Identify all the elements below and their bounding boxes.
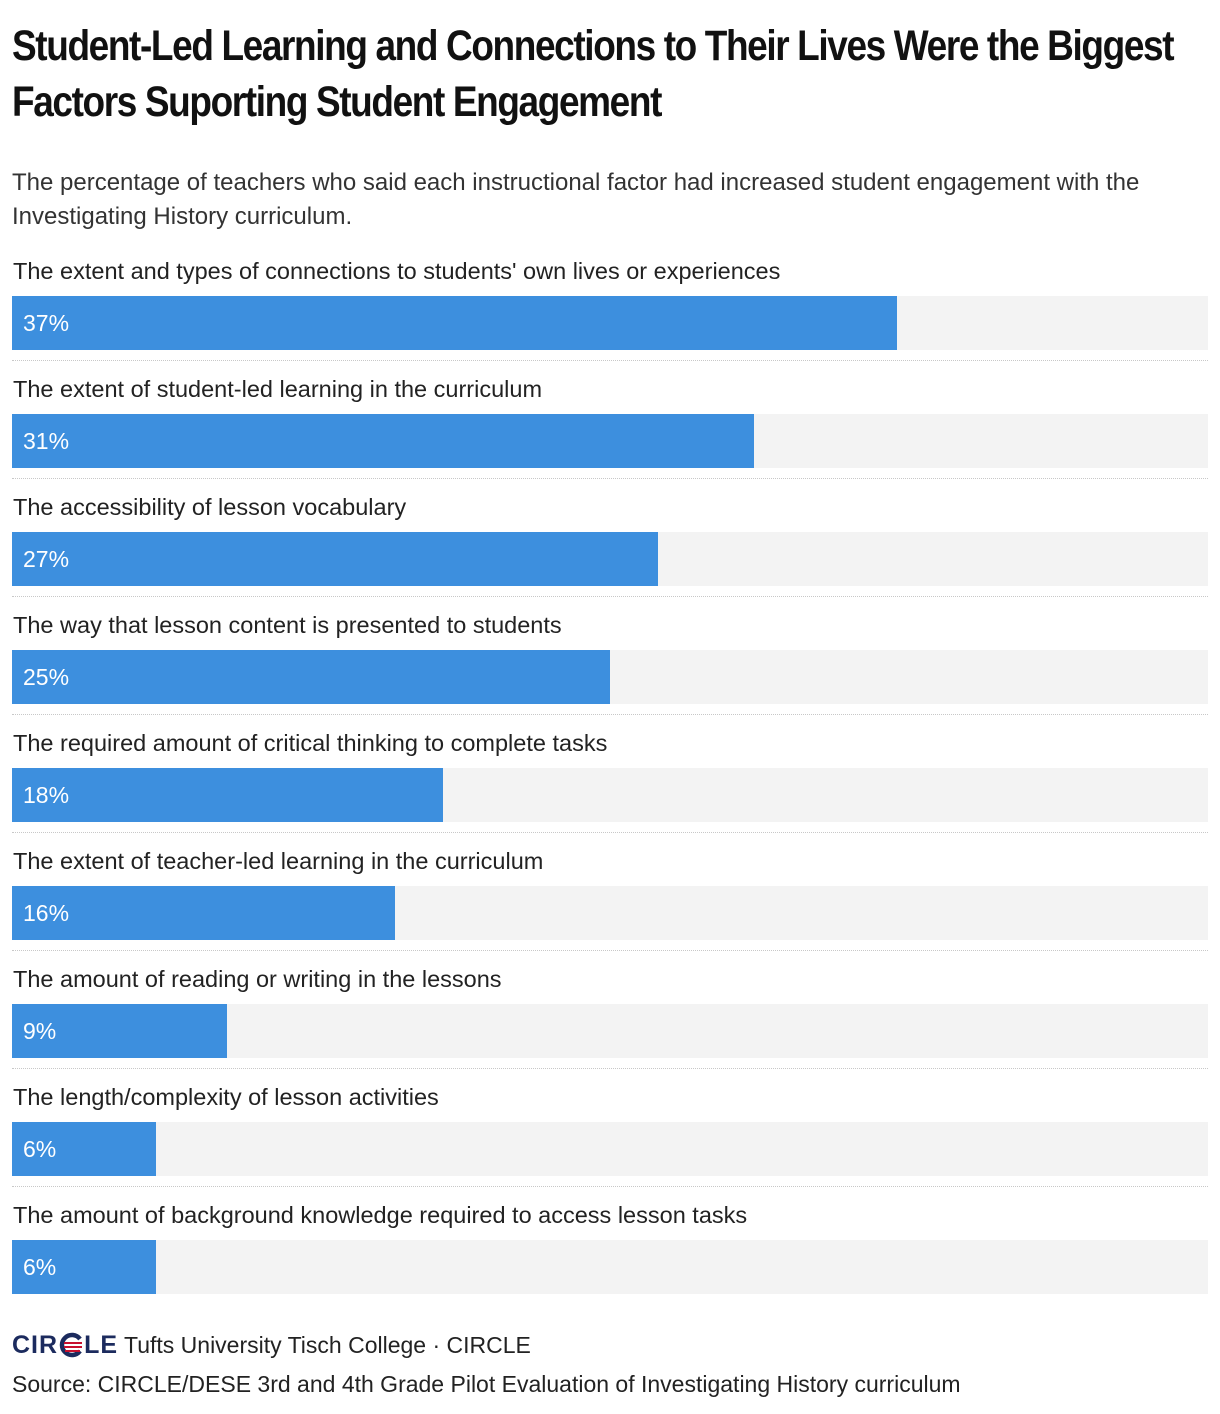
- organization-name: Tufts University Tisch College · CIRCLE: [124, 1331, 531, 1358]
- chart-row: The amount of reading or writing in the …: [0, 958, 1220, 1076]
- row-divider: [12, 596, 1208, 597]
- category-label: The required amount of critical thinking…: [13, 730, 608, 756]
- category-label: The extent of student-led learning in th…: [13, 376, 543, 402]
- category-label: The amount of reading or writing in the …: [13, 966, 502, 992]
- chart-row: The amount of background knowledge requi…: [0, 1194, 1220, 1312]
- row-divider: [12, 360, 1208, 361]
- row-divider: [12, 1186, 1208, 1187]
- bar-track: 6%: [12, 1122, 1208, 1176]
- bar: 25%: [12, 650, 610, 704]
- bar-value-label: 16%: [23, 900, 70, 926]
- chart-row: The extent of teacher-led learning in th…: [0, 840, 1220, 958]
- bar: 18%: [12, 768, 443, 822]
- bar: 27%: [12, 532, 658, 586]
- bar-track: 9%: [12, 1004, 1208, 1058]
- bar-value-label: 9%: [23, 1018, 57, 1044]
- bar-value-label: 31%: [23, 428, 70, 454]
- chart-row: The length/complexity of lesson activiti…: [0, 1076, 1220, 1194]
- chart-row: The extent of student-led learning in th…: [0, 368, 1220, 486]
- bar-value-label: 37%: [23, 310, 70, 336]
- chart-row: The extent and types of connections to s…: [0, 250, 1220, 368]
- bar: 37%: [12, 296, 897, 350]
- logo-flag-c-icon: [59, 1332, 83, 1358]
- row-divider: [12, 832, 1208, 833]
- bar-value-label: 18%: [23, 782, 70, 808]
- category-label: The extent of teacher-led learning in th…: [13, 848, 544, 874]
- logo-text-left: CIR: [12, 1330, 59, 1359]
- category-label: The accessibility of lesson vocabulary: [13, 494, 407, 520]
- bar-value-label: 27%: [23, 546, 70, 572]
- bar: 6%: [12, 1122, 156, 1176]
- logo-text-right: LE: [84, 1330, 119, 1359]
- bar-track: 27%: [12, 532, 1208, 586]
- bar-track: 37%: [12, 296, 1208, 350]
- circle-logo: CIR LE: [12, 1330, 118, 1360]
- category-label: The amount of background knowledge requi…: [13, 1202, 748, 1228]
- row-divider: [12, 950, 1208, 951]
- category-label: The length/complexity of lesson activiti…: [13, 1084, 439, 1110]
- bar-track: 31%: [12, 414, 1208, 468]
- bar-track: 6%: [12, 1240, 1208, 1294]
- bar-track: 25%: [12, 650, 1208, 704]
- bar: 6%: [12, 1240, 156, 1294]
- chart-row: The way that lesson content is presented…: [0, 604, 1220, 722]
- source-note: Source: CIRCLE/DESE 3rd and 4th Grade Pi…: [12, 1371, 961, 1397]
- row-divider: [12, 714, 1208, 715]
- row-divider: [12, 478, 1208, 479]
- bar-value-label: 6%: [23, 1254, 57, 1280]
- bar: 9%: [12, 1004, 227, 1058]
- footer-credit: CIR LE Tufts University Tisch College · …: [12, 1328, 531, 1362]
- chart-row: The accessibility of lesson vocabulary 27…: [0, 486, 1220, 604]
- chart-title: Student-Led Learning and Connections to …: [12, 22, 1175, 126]
- bar: 31%: [12, 414, 754, 468]
- bar-chart: The extent and types of connections to s…: [0, 250, 1220, 1300]
- category-label: The extent and types of connections to s…: [13, 258, 781, 284]
- bar-track: 18%: [12, 768, 1208, 822]
- bar: 16%: [12, 886, 395, 940]
- chart-subtitle: The percentage of teachers who said each…: [12, 169, 1140, 230]
- bar-value-label: 6%: [23, 1136, 57, 1162]
- chart-row: The required amount of critical thinking…: [0, 722, 1220, 840]
- bar-track: 16%: [12, 886, 1208, 940]
- category-label: The way that lesson content is presented…: [13, 612, 562, 638]
- bar-value-label: 25%: [23, 664, 70, 690]
- row-divider: [12, 1068, 1208, 1069]
